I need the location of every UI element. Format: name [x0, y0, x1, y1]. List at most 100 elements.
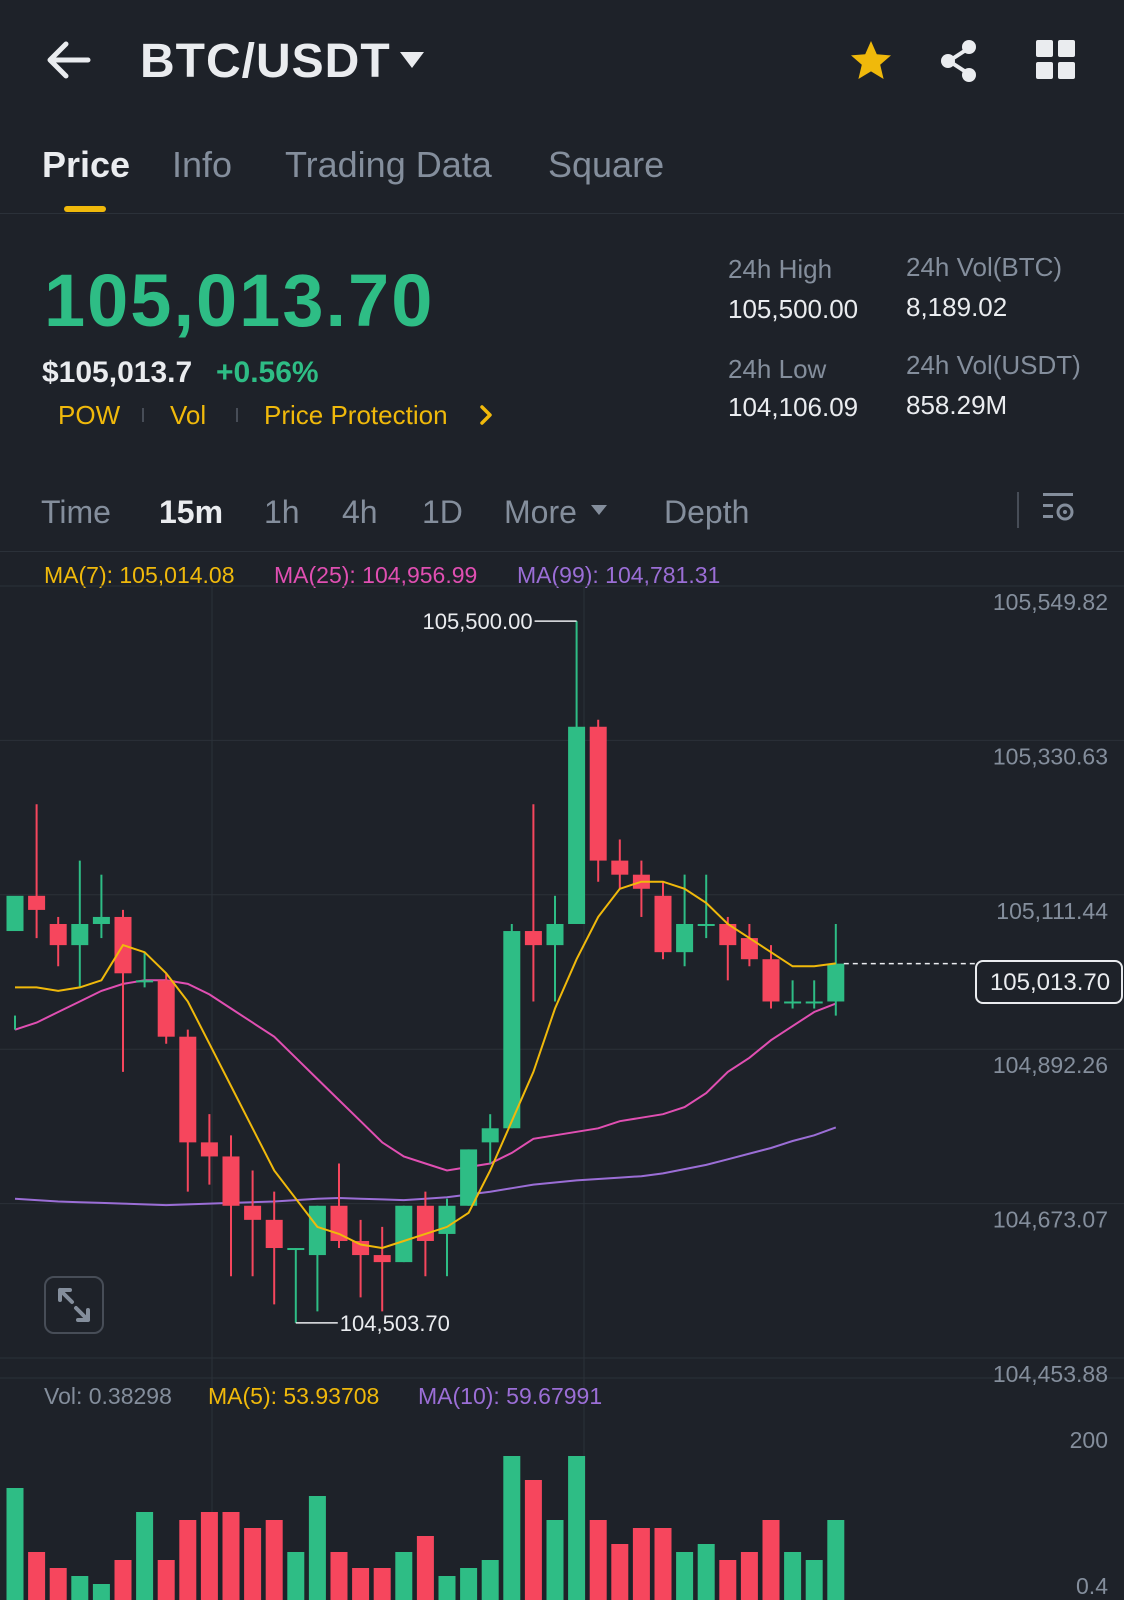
vol-tick-label: 200	[1070, 1427, 1108, 1453]
interval-15m[interactable]: 15m	[159, 494, 224, 530]
volume-bar	[805, 1560, 823, 1600]
candle-body	[438, 1205, 456, 1234]
share-icon[interactable]	[937, 38, 981, 84]
low-24h-label: 24h Low	[728, 354, 827, 384]
volume-bar	[6, 1488, 24, 1600]
tag-divider	[236, 408, 238, 422]
volume-bar	[460, 1568, 478, 1600]
high-24h-value: 105,500.00	[728, 294, 859, 324]
candle-body	[71, 923, 89, 946]
candle-body	[568, 726, 586, 924]
chart-settings-icon[interactable]	[1042, 490, 1076, 526]
volume-bar	[784, 1552, 802, 1600]
back-arrow-icon[interactable]	[44, 38, 92, 82]
volume-bar	[373, 1568, 391, 1600]
price-change-percent: +0.56%	[216, 356, 319, 389]
candle-body	[827, 963, 845, 1002]
volume-bar	[265, 1520, 283, 1600]
candle-body	[6, 895, 24, 932]
interval-time[interactable]: Time	[41, 494, 111, 530]
ma25-line	[14, 979, 837, 1172]
ma99-legend: MA(99): 104,781.31	[517, 562, 721, 588]
candle-body	[136, 980, 154, 983]
volume-bar	[503, 1456, 521, 1600]
candle-body	[740, 938, 758, 960]
candle-body	[330, 1205, 348, 1241]
tab-price[interactable]: Price	[42, 144, 131, 185]
fullscreen-button[interactable]	[44, 1276, 104, 1334]
interval-more[interactable]: More	[504, 494, 577, 530]
high-marker-label: 105,500.00	[422, 609, 532, 634]
low-24h-value: 104,106.09	[728, 392, 859, 422]
candlestick-chart[interactable]: 105,549.82 105,330.63 105,111.44 104,892.26…	[0, 552, 1124, 1600]
vol-usdt-24h-value: 858.29M	[906, 390, 1008, 420]
volume-bar	[481, 1560, 499, 1600]
interval-1h[interactable]: 1h	[264, 494, 300, 530]
candle-body	[49, 923, 67, 946]
volume-bar	[546, 1520, 564, 1600]
candle-body	[719, 923, 737, 946]
volume-bar	[676, 1552, 694, 1600]
candle-body	[481, 1128, 499, 1143]
vol-legend: Vol: 0.38298	[44, 1383, 172, 1409]
volume-bar	[654, 1528, 672, 1600]
volume-bar	[308, 1496, 326, 1600]
vol-ma5-legend: MA(5): 53.93708	[208, 1383, 380, 1409]
candle-body	[676, 923, 694, 953]
grid-icon[interactable]	[1036, 40, 1076, 80]
candle-body	[697, 923, 715, 926]
chevron-right-icon[interactable]	[478, 404, 494, 426]
caret-down-icon[interactable]	[590, 504, 608, 516]
y-tick-label: 104,673.07	[993, 1207, 1108, 1233]
candle-body	[654, 895, 672, 953]
volume-bar	[28, 1552, 46, 1600]
tab-info[interactable]: Info	[172, 144, 233, 185]
candle-body	[92, 916, 110, 924]
vol-usdt-24h-label: 24h Vol(USDT)	[906, 350, 1081, 380]
volume-bar	[740, 1552, 758, 1600]
volume-bar	[827, 1520, 845, 1600]
top-bar: BTC/USDT	[0, 0, 1124, 120]
tag-vol[interactable]: Vol	[170, 400, 207, 430]
y-tick-label: 105,549.82	[993, 589, 1108, 615]
caret-down-icon[interactable]	[398, 50, 426, 70]
volume-bar	[611, 1544, 629, 1600]
candle-body	[503, 931, 521, 1129]
high-24h-label: 24h High	[728, 254, 833, 284]
volume-bar	[524, 1480, 542, 1600]
current-price-tag[interactable]: 105,013.70	[975, 960, 1123, 1004]
candle-body	[805, 1001, 823, 1004]
volume-bar	[157, 1560, 175, 1600]
current-price-tag-label: 105,013.70	[989, 969, 1111, 996]
volume-bar	[589, 1520, 607, 1600]
y-tick-label: 105,111.44	[996, 898, 1108, 924]
star-icon[interactable]	[848, 38, 894, 84]
volume-bar	[71, 1576, 89, 1600]
y-tick-label: 105,330.63	[993, 743, 1108, 769]
interval-depth[interactable]: Depth	[664, 494, 750, 530]
last-price: 105,013.70	[44, 259, 435, 342]
tag-pow[interactable]: POW	[58, 400, 121, 430]
volume-bar	[395, 1552, 413, 1600]
volume-bar	[762, 1520, 780, 1600]
candle-body	[611, 860, 629, 875]
vol-btc-24h-label: 24h Vol(BTC)	[906, 252, 1063, 282]
vol-ma10-legend: MA(10): 59.67991	[418, 1383, 603, 1409]
tag-divider	[142, 408, 144, 422]
vol-tick-label: 0.4	[1076, 1573, 1108, 1599]
expand-icon	[58, 1288, 90, 1322]
tab-trading-data[interactable]: Trading Data	[285, 144, 492, 185]
tag-price-protection[interactable]: Price Protection	[264, 400, 448, 430]
ma7-legend: MA(7): 105,014.08	[44, 562, 235, 588]
interval-4h[interactable]: 4h	[342, 494, 378, 530]
volume-bar	[92, 1584, 110, 1600]
candle-body	[157, 980, 175, 1037]
interval-1d[interactable]: 1D	[422, 494, 463, 530]
volume-bar	[287, 1552, 305, 1600]
volume-bar	[244, 1528, 262, 1600]
volume-bar	[719, 1560, 737, 1600]
y-tick-label: 104,453.88	[993, 1361, 1108, 1387]
candle-body	[524, 931, 542, 946]
tab-square[interactable]: Square	[548, 144, 665, 185]
pair-title[interactable]: BTC/USDT	[140, 35, 391, 88]
